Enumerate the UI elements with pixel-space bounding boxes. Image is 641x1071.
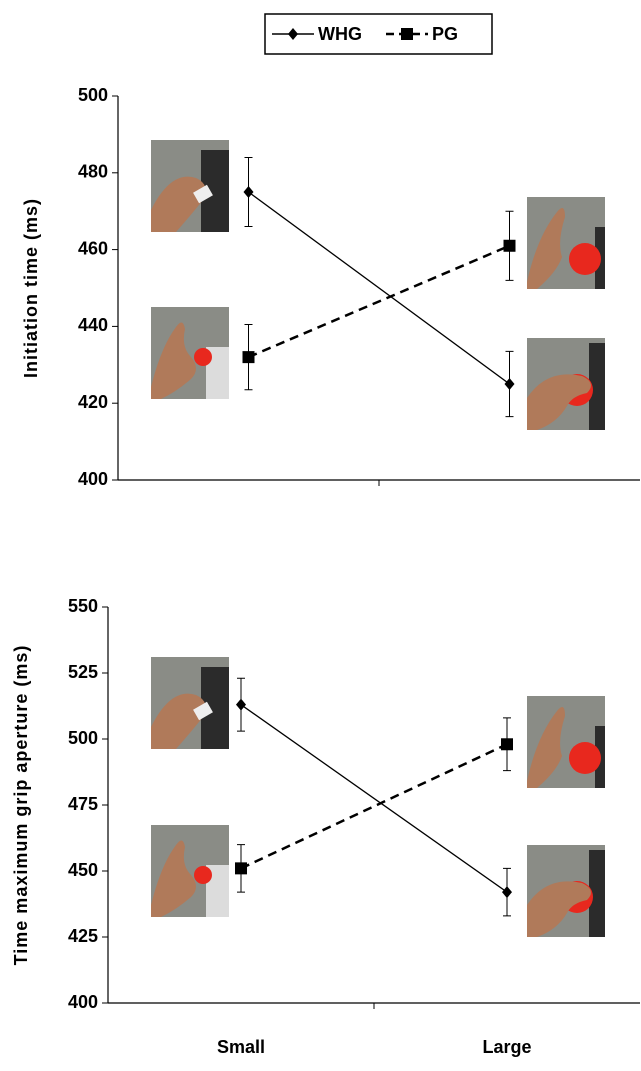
legend-marker — [401, 28, 413, 40]
legend-marker — [288, 28, 298, 40]
y-tick-label: 450 — [68, 860, 98, 880]
marker — [504, 240, 516, 252]
y-tick-label: 480 — [78, 162, 108, 182]
y-axis-label: Time maximum grip aperture (ms) — [11, 645, 31, 966]
series-line — [241, 705, 507, 892]
y-tick-label: 460 — [78, 238, 108, 258]
y-tick-label: 400 — [78, 469, 108, 489]
legend-label: WHG — [318, 24, 362, 44]
marker — [236, 699, 246, 711]
y-tick-label: 525 — [68, 662, 98, 682]
y-tick-label: 500 — [68, 728, 98, 748]
y-tick-label: 420 — [78, 392, 108, 412]
marker — [235, 862, 247, 874]
legend-label: PG — [432, 24, 458, 44]
photo — [151, 140, 605, 937]
marker — [505, 378, 515, 390]
x-tick-label: Small — [217, 1037, 265, 1057]
marker — [502, 886, 512, 898]
figure: 400 420 440 460 480 500 Initiation time (ms) WH… — [0, 0, 641, 1066]
y-axis-label: Initiation time (ms) — [21, 198, 41, 378]
y-tick-label: 400 — [68, 992, 98, 1012]
x-tick-label: Large — [482, 1037, 531, 1057]
y-tick-label: 440 — [78, 315, 108, 335]
series-line — [249, 192, 510, 384]
marker — [244, 186, 254, 198]
marker — [501, 738, 513, 750]
y-tick-label: 500 — [78, 85, 108, 105]
marker — [243, 351, 255, 363]
y-tick-label: 425 — [68, 926, 98, 946]
y-tick-label: 550 — [68, 596, 98, 616]
y-tick-label: 475 — [68, 794, 98, 814]
series-line — [241, 744, 507, 868]
series-line — [249, 246, 510, 357]
